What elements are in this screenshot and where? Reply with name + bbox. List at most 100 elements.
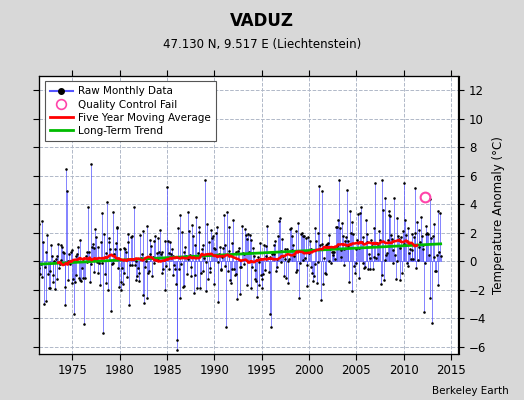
Point [77, 278, 85, 284]
Point [227, 240, 236, 246]
Point [199, 242, 208, 248]
Point [421, 260, 429, 266]
Point [265, 310, 274, 317]
Point [249, 253, 258, 259]
Point [330, 248, 339, 255]
Point [83, 259, 92, 266]
Point [356, 210, 364, 216]
Point [55, 265, 63, 272]
Point [279, 253, 287, 260]
Point [174, 266, 183, 272]
Point [111, 246, 119, 252]
Point [250, 267, 259, 274]
Point [318, 188, 326, 195]
Point [327, 259, 335, 266]
Point [187, 264, 195, 270]
Point [57, 242, 66, 248]
Point [319, 281, 328, 288]
Point [361, 264, 369, 270]
Point [75, 237, 84, 243]
Point [271, 238, 279, 244]
Point [237, 264, 245, 270]
Point [282, 274, 290, 281]
Text: 47.130 N, 9.517 E (Liechtenstein): 47.130 N, 9.517 E (Liechtenstein) [163, 38, 361, 51]
Point [312, 237, 320, 244]
Point [217, 267, 226, 274]
Point [229, 217, 237, 224]
Point [167, 250, 175, 257]
Point [382, 252, 390, 258]
Point [115, 246, 124, 253]
Point [299, 257, 307, 263]
Point [294, 220, 302, 226]
Point [166, 239, 174, 245]
Point [32, 236, 41, 242]
Point [209, 233, 217, 239]
Point [272, 256, 281, 262]
Point [309, 278, 317, 284]
Point [133, 273, 141, 280]
Point [146, 251, 154, 257]
Point [123, 274, 131, 280]
Point [176, 211, 184, 218]
Point [54, 240, 62, 247]
Point [155, 249, 163, 256]
Point [88, 244, 96, 250]
Point [137, 254, 145, 261]
Point [107, 308, 115, 314]
Point [369, 224, 378, 231]
Point [322, 270, 331, 277]
Point [310, 273, 318, 279]
Point [274, 232, 282, 239]
Point [326, 246, 334, 252]
Point [143, 223, 151, 229]
Point [401, 216, 409, 223]
Point [176, 294, 184, 301]
Point [302, 283, 311, 289]
Point [393, 258, 401, 264]
Point [82, 253, 90, 259]
Point [340, 246, 348, 252]
Point [34, 238, 42, 245]
Point [193, 250, 202, 256]
Point [147, 243, 156, 250]
Point [181, 244, 189, 251]
Point [132, 258, 140, 264]
Point [127, 262, 136, 268]
Point [128, 233, 137, 239]
Point [42, 298, 51, 304]
Point [37, 261, 45, 267]
Point [431, 268, 439, 275]
Point [435, 249, 443, 255]
Point [258, 276, 267, 282]
Point [304, 234, 312, 240]
Point [340, 262, 348, 268]
Point [68, 280, 77, 286]
Point [349, 231, 357, 238]
Point [34, 221, 42, 227]
Point [216, 266, 225, 272]
Point [102, 250, 111, 256]
Point [364, 266, 373, 272]
Point [213, 299, 222, 305]
Point [291, 269, 300, 275]
Point [280, 246, 289, 252]
Point [278, 236, 287, 242]
Point [332, 224, 340, 230]
Point [187, 273, 195, 280]
Point [233, 296, 242, 302]
Point [205, 269, 214, 275]
Point [195, 229, 203, 235]
Point [408, 247, 417, 254]
Point [301, 255, 309, 261]
Point [40, 301, 48, 307]
Point [388, 247, 397, 254]
Point [290, 252, 298, 259]
Point [381, 257, 390, 264]
Point [44, 271, 52, 277]
Point [277, 248, 286, 254]
Point [360, 265, 368, 271]
Point [130, 204, 138, 210]
Point [351, 246, 359, 252]
Point [347, 288, 356, 294]
